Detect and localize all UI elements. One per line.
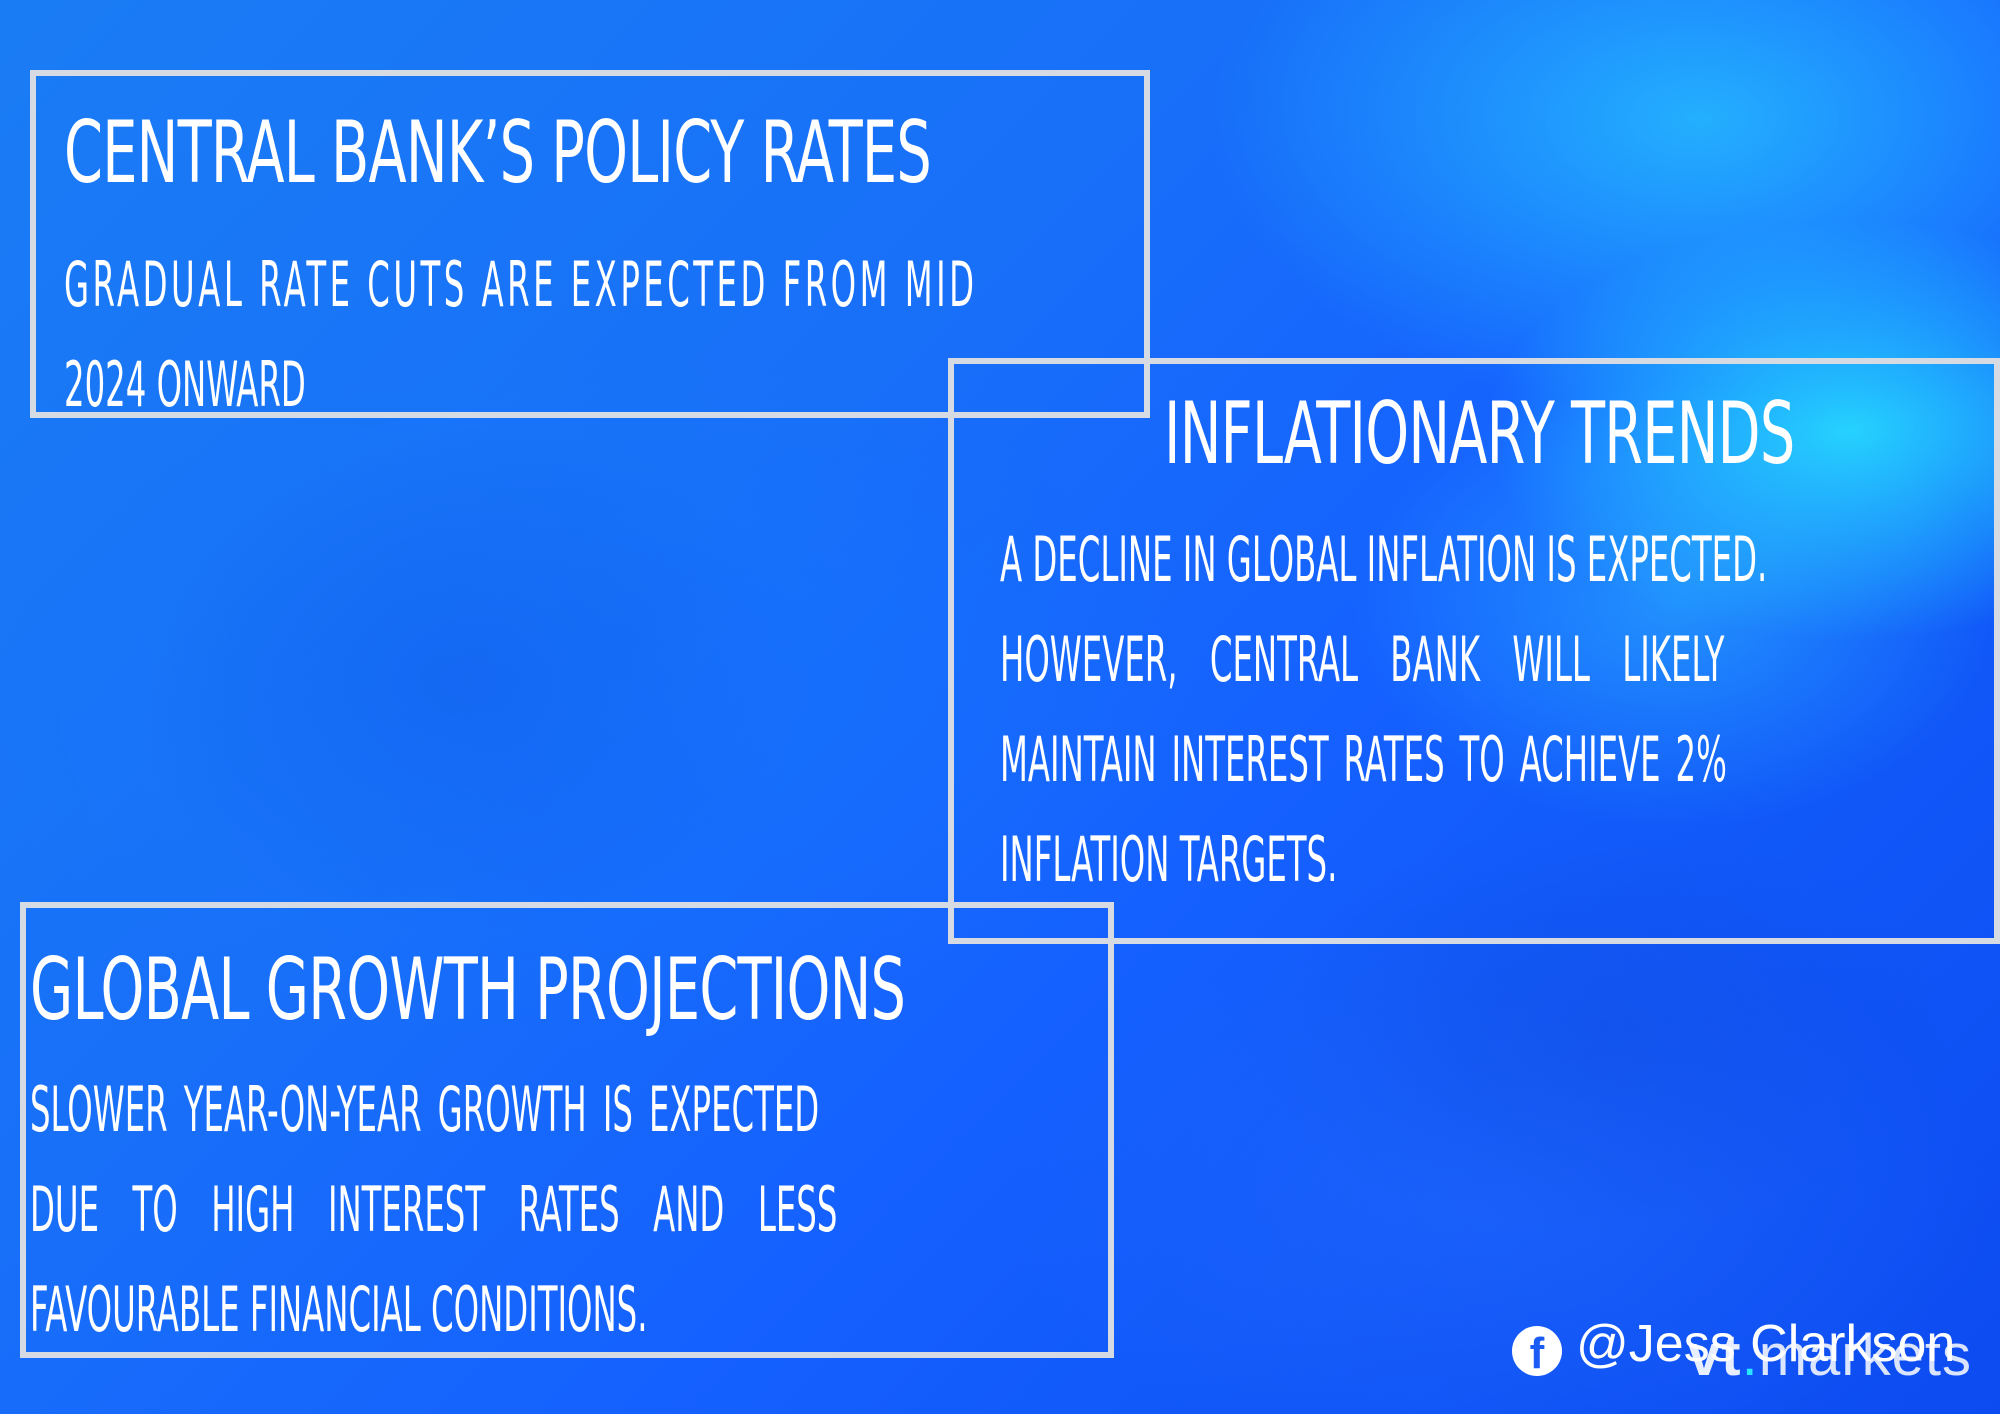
social-handle[interactable]: @Jess Clarkson: [1576, 1315, 1956, 1373]
growth-projections-panel: [20, 902, 1114, 1358]
policy-rates-title: Central Bank’s Policy Rates: [64, 103, 932, 203]
body-line: A decline in global inflation is expecte…: [1000, 523, 1768, 596]
body-line: Slower year-on-year growth is expected: [30, 1073, 820, 1146]
policy-rates-body: Gradual rate cuts are expected from mid …: [64, 235, 1114, 435]
inflationary-trends-panel: [948, 358, 2000, 944]
body-line: However, central bank will likely: [1000, 623, 1725, 696]
brand-dot: .: [1741, 1323, 1759, 1388]
body-line: favourable financial conditions.: [30, 1273, 648, 1346]
brand-prefix: vt: [1688, 1323, 1742, 1388]
background-swirl: [120, 420, 820, 940]
body-line: maintain interest rates to achieve 2%: [1000, 723, 1727, 796]
growth-projections-body: Slower year-on-year growth is expected d…: [30, 1060, 1080, 1360]
body-line: inflation targets.: [1000, 823, 1338, 896]
footer: vt.markets f @Jess Clarkson: [1512, 1312, 1982, 1392]
policy-rates-panel: [30, 70, 1150, 418]
inflationary-trends-title: Inflationary Trends: [1164, 384, 1795, 484]
brand-suffix: markets: [1758, 1323, 1972, 1388]
facebook-icon[interactable]: f: [1512, 1326, 1562, 1378]
growth-projections-title: Global Growth Projections: [30, 940, 906, 1040]
brand-logo: vt.markets: [1688, 1322, 1972, 1389]
inflationary-trends-body: A decline in global inflation is expecte…: [1000, 510, 1960, 910]
body-line: 2024 onward: [64, 348, 306, 421]
body-line: due to high interest rates and less: [30, 1173, 838, 1246]
body-line: Gradual rate cuts are expected from mid: [64, 248, 978, 321]
